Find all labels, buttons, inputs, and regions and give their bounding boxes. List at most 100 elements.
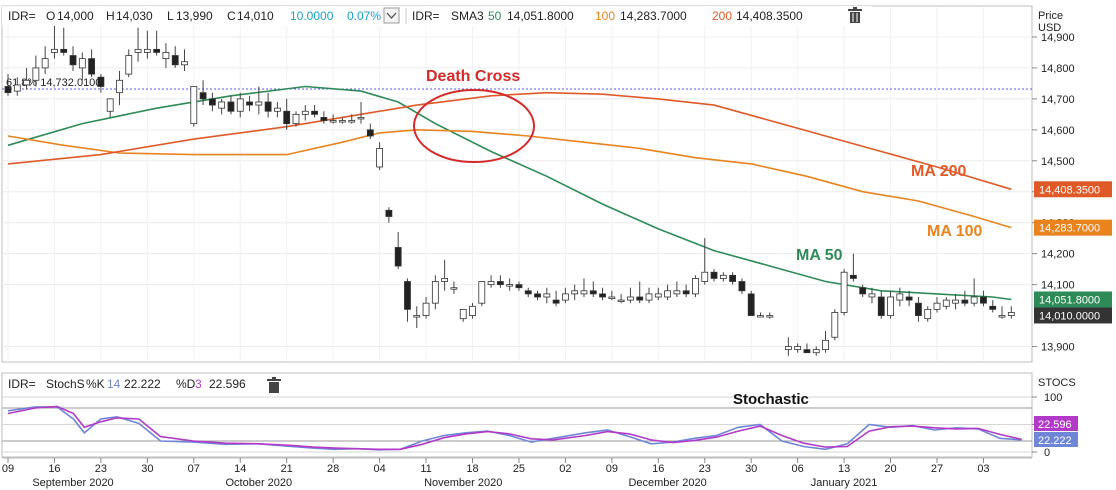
candle-body-up — [506, 284, 514, 287]
date-tick-label: 11 — [420, 463, 431, 475]
header-high: 14,030 — [116, 9, 153, 23]
candlesticks — [4, 21, 1015, 356]
candle-body-down — [980, 296, 987, 304]
candle-body-up — [692, 278, 699, 295]
date-tick-label: 25 — [513, 463, 525, 475]
price-axis-unit: USD — [1038, 22, 1061, 34]
candle-body-up — [942, 299, 950, 307]
ma200-label: MA 200 — [911, 163, 967, 180]
stoch-d-tag: 22.596 — [1038, 419, 1072, 431]
study-trash-icon[interactable] — [848, 7, 862, 23]
price-tick-label: 13,900 — [1041, 342, 1075, 354]
candle-body-up — [413, 315, 421, 318]
candle-body-up — [840, 271, 848, 313]
candle-body-down — [199, 92, 207, 100]
month-label: October 2020 — [226, 477, 293, 489]
candle-body-up — [766, 315, 774, 318]
candle-body-up — [459, 308, 467, 320]
death-cross-label: Death Cross — [426, 68, 520, 85]
stoch-pane — [1, 372, 1033, 458]
candle-body-up — [143, 48, 151, 53]
ma100-line — [7, 128, 1012, 229]
stoch-symbol: IDR= — [8, 377, 36, 391]
svg-text:IDR= O 14,000 H: IDR= O 14,000 H 14,030 L 13,990 C 14,010… — [8, 9, 381, 23]
price-tick-label: 14,100 — [1041, 280, 1075, 292]
candle-body-up — [422, 302, 430, 316]
date-tick-label: 13 — [838, 463, 850, 475]
header-change-pct: 0.07% — [347, 9, 381, 23]
header-dropdown-icon[interactable] — [383, 7, 400, 24]
stoch-d-label: %D — [176, 377, 196, 391]
header-high-label: H — [106, 9, 115, 23]
header-close-label: C — [227, 9, 236, 23]
header-open-label: O — [46, 9, 55, 23]
candle-body-up — [831, 312, 839, 338]
ma200-header-value: 14,408.3500 — [736, 9, 803, 23]
ma50-value-tag-bg — [1034, 291, 1112, 308]
header-open: 14,000 — [57, 9, 94, 23]
stoch-k-value: 22.222 — [124, 377, 161, 391]
candle-body-up — [645, 293, 653, 301]
candle-body-up — [23, 79, 30, 86]
candle-body-up — [998, 315, 1006, 318]
candle-body-up — [757, 315, 764, 318]
candle-body-down — [97, 76, 105, 87]
candle-body-up — [571, 290, 579, 295]
ma100-label: MA 100 — [927, 223, 983, 240]
date-tick-label: 30 — [141, 463, 153, 475]
price-axis-title: Price — [1038, 10, 1063, 22]
stoch-d-line — [7, 405, 1022, 451]
candle-body-up — [450, 287, 458, 290]
ma50-period: 50 — [488, 9, 502, 23]
candle-body-down — [803, 349, 811, 354]
candle-body-up — [627, 296, 634, 301]
candle-body-up — [887, 296, 894, 316]
stoch-k-line — [7, 406, 1022, 451]
candle-body-up — [822, 339, 829, 351]
candle-body-up — [868, 293, 876, 298]
stochastic-label: Stochastic — [733, 391, 809, 408]
candle-body-down — [69, 55, 77, 66]
stoch-lines — [7, 405, 1022, 451]
price-tick-label: 14,500 — [1041, 156, 1075, 168]
candle-body-up — [431, 281, 439, 304]
candle-body-up — [339, 120, 346, 123]
date-tick-label: 21 — [281, 463, 293, 475]
ma200-line — [7, 91, 1012, 191]
candle-body-up — [562, 293, 569, 301]
candle-body-down — [599, 293, 606, 298]
candle-body-up — [469, 305, 476, 316]
date-tick-label: 07 — [188, 463, 200, 475]
candle-body-up — [13, 84, 21, 92]
candle-body-up — [933, 302, 941, 310]
ma100-value-tag: 14,283.7000 — [1039, 223, 1100, 235]
svg-text:IDR= StochS %K 14: IDR= StochS %K 14 22.222 %D 3 22.596 — [8, 377, 246, 391]
candle-body-down — [171, 55, 179, 66]
stoch-trash-icon[interactable] — [267, 377, 281, 393]
candle-body-up — [106, 98, 114, 112]
candle-body-up — [924, 308, 932, 320]
date-tick-label: 09 — [606, 463, 618, 475]
candle-body-down — [589, 290, 597, 295]
month-label: January 2021 — [811, 477, 878, 489]
candle-body-up — [134, 48, 142, 53]
candle-body-up — [654, 293, 662, 298]
ma100-header-value: 14,283.7000 — [620, 9, 687, 23]
ma200-period: 200 — [712, 9, 732, 23]
stoch-k-period: 14 — [107, 377, 121, 391]
stoch-d-period: 3 — [195, 377, 202, 391]
stoch-k-tag: 22.222 — [1038, 435, 1072, 447]
date-tick-label: 16 — [652, 463, 664, 475]
header-low: 13,990 — [176, 9, 213, 23]
price-tick-label: 14,900 — [1041, 32, 1075, 44]
candle-body-up — [784, 346, 792, 351]
candle-body-up — [441, 278, 449, 282]
candle-body-up — [255, 101, 263, 106]
candle-body-up — [218, 101, 226, 109]
candle-body-up — [719, 274, 727, 279]
candle-body-down — [859, 287, 867, 295]
candle-body-up — [125, 55, 133, 75]
candle-body-up — [78, 58, 86, 69]
stoch-d-tag-bg — [1034, 416, 1078, 431]
